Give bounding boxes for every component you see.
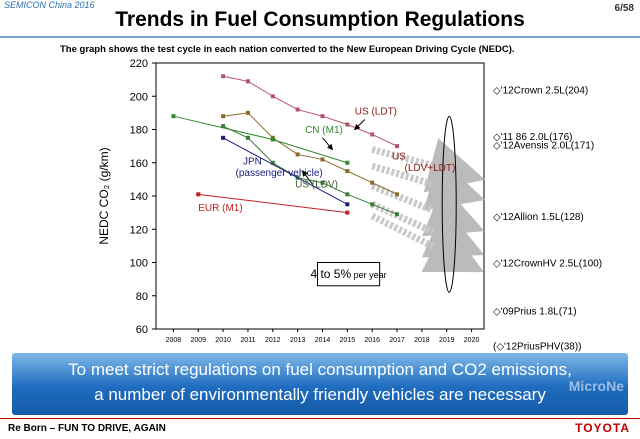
vehicle-label: ◇'11 86 2.0L(176): [493, 132, 572, 143]
data-point: [345, 160, 350, 165]
data-point: [345, 192, 350, 197]
series-annotation: (LDV+LDT): [404, 163, 455, 174]
series-annotation: CN (M1): [305, 125, 343, 136]
projection-arrow: [370, 182, 485, 237]
data-point: [345, 169, 350, 174]
y-tick-label: 220: [130, 58, 148, 70]
x-tick-label: 2010: [215, 337, 231, 344]
data-point: [221, 124, 226, 129]
series-line: [223, 112, 398, 195]
target-ellipse: [441, 115, 457, 293]
x-tick-label: 2008: [166, 337, 182, 344]
data-point: [295, 152, 300, 157]
vehicle-label: ◇'12CrownHV 2.5L(100): [493, 259, 602, 270]
data-point: [221, 135, 226, 140]
x-tick-label: 2015: [340, 337, 356, 344]
vehicle-label: ◇'12Allion 1.5L(128): [493, 212, 584, 223]
rate-text: 4 to 5% per year: [310, 267, 386, 281]
vehicle-label: ◇'12Avensis 2.0L(171): [493, 140, 594, 151]
conference-label: SEMICON China 2016: [4, 0, 95, 10]
slide-subtitle: The graph shows the test cycle in each n…: [60, 44, 515, 55]
data-point: [171, 114, 176, 119]
data-point: [395, 212, 400, 217]
data-point: [370, 132, 375, 137]
watermark-text: MicroNe: [568, 378, 624, 394]
x-tick-label: 2017: [389, 337, 405, 344]
footer-logo: TOYOTA: [575, 421, 630, 435]
data-point: [395, 144, 400, 149]
data-point: [320, 180, 325, 185]
y-tick-label: 180: [130, 125, 148, 137]
y-tick-label: 200: [130, 91, 148, 103]
series-annotation: US: [392, 151, 406, 162]
page-number: 6/58: [614, 3, 634, 14]
data-point: [345, 210, 350, 215]
data-point: [221, 114, 226, 119]
y-tick-label: 140: [130, 191, 148, 203]
vehicle-label: (◇'12PriusPHV(38)): [493, 342, 582, 352]
y-axis-label: NEDC CO₂ (g/km): [97, 147, 111, 244]
x-tick-label: 2018: [414, 337, 430, 344]
series-annotation: US (LDT): [355, 107, 397, 118]
footer-slogan: Re Born – FUN TO DRIVE, AGAIN: [8, 423, 166, 434]
x-tick-label: 2013: [290, 337, 306, 344]
series-annotation: EUR (M1): [198, 203, 242, 214]
data-point: [345, 122, 350, 127]
data-point: [245, 79, 250, 84]
banner-line-1: To meet strict regulations on fuel consu…: [68, 360, 572, 379]
y-tick-label: 100: [130, 258, 148, 270]
banner-line-2: a number of environmentally friendly veh…: [94, 385, 546, 404]
x-tick-label: 2019: [439, 337, 455, 344]
rate-box: [317, 262, 381, 287]
data-point: [345, 202, 350, 207]
data-point: [270, 160, 275, 165]
slide-title: Trends in Fuel Consumption Regulations: [115, 8, 525, 31]
title-divider: [0, 36, 640, 38]
y-tick-label: 80: [136, 291, 148, 303]
plot-area: [155, 62, 485, 330]
vehicle-label: ◇'12Crown 2.5L(204): [493, 86, 588, 97]
data-point: [320, 157, 325, 162]
x-tick-label: 2014: [315, 337, 331, 344]
series-annotation: US (LDV): [295, 180, 338, 191]
data-point: [270, 137, 275, 142]
series-annotation: (passenger vehicle): [236, 168, 323, 179]
x-tick-label: 2011: [240, 337, 255, 344]
y-tick-label: 160: [130, 158, 148, 170]
data-point: [295, 107, 300, 112]
series-annotation: JPN: [243, 156, 262, 167]
y-tick-label: 120: [130, 224, 148, 236]
x-tick-label: 2012: [265, 337, 281, 344]
data-point: [370, 202, 375, 207]
data-point: [370, 180, 375, 185]
data-point: [270, 94, 275, 99]
series-line: [198, 193, 348, 214]
series-line: [222, 75, 398, 147]
x-tick-label: 2020: [464, 337, 480, 344]
pointer-arrow: [354, 119, 366, 131]
data-point: [221, 74, 226, 79]
pointer-arrow: [322, 137, 334, 151]
x-tick-label: 2016: [364, 337, 380, 344]
co2-regulation-chart: 60 80 100 120 140 160 180 200 220 2008 2009 2010 201…: [97, 58, 602, 352]
footer-divider: [0, 418, 640, 419]
x-tick-label: 2009: [190, 337, 206, 344]
data-point: [196, 192, 201, 197]
message-banner: To meet strict regulations on fuel consu…: [12, 353, 628, 415]
data-point: [320, 114, 325, 119]
pointer-arrow: [302, 170, 313, 185]
data-point: [245, 135, 250, 140]
y-tick-label: 60: [136, 324, 148, 336]
data-point: [245, 110, 250, 115]
vehicle-label: ◇'09Prius 1.8L(71): [493, 307, 577, 318]
series-line: [222, 137, 348, 205]
data-point: [395, 192, 400, 197]
